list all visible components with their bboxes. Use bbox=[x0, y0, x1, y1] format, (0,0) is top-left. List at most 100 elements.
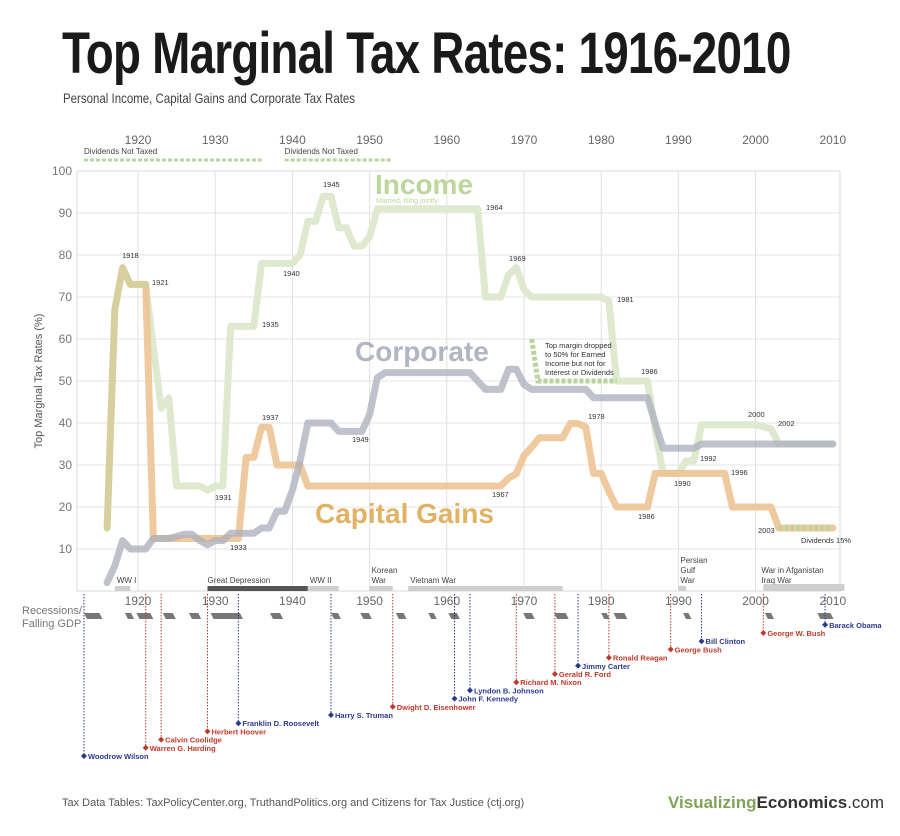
annotation-label: 1990 bbox=[674, 479, 691, 488]
x-tick-label-bottom: 1940 bbox=[279, 594, 306, 608]
y-tick-label: 80 bbox=[59, 248, 73, 262]
president-label: Woodrow Wilson bbox=[88, 752, 149, 761]
x-tick-label-top: 1950 bbox=[356, 133, 383, 147]
margin-note-line: Interest or Dividends bbox=[545, 368, 614, 377]
president-label: Warren G. Harding bbox=[150, 744, 216, 753]
annotation-label: 1981 bbox=[617, 295, 634, 304]
president-label: Herbert Hoover bbox=[211, 727, 266, 736]
president-label: Ronald Reagan bbox=[613, 654, 668, 663]
president-diamond-icon bbox=[158, 736, 165, 743]
series-label-corporate: Corporate bbox=[355, 336, 489, 367]
y-tick-label: 90 bbox=[59, 206, 73, 220]
annotation-label: 1986 bbox=[641, 367, 658, 376]
president-diamond-icon bbox=[605, 654, 612, 661]
recession-marker bbox=[523, 613, 535, 619]
capital-gains-line bbox=[142, 280, 837, 542]
recession-marker bbox=[395, 613, 407, 619]
war-period-bar bbox=[307, 586, 339, 591]
war-period-label: War bbox=[680, 576, 695, 585]
president-diamond-icon bbox=[575, 662, 582, 669]
annotation-label: 1921 bbox=[152, 278, 169, 287]
y-tick-label: 70 bbox=[59, 290, 73, 304]
brand-part-3: .com bbox=[847, 793, 885, 812]
brand-part-1: Visualizing bbox=[668, 793, 757, 812]
annotation-label: 1992 bbox=[700, 454, 717, 463]
x-tick-label-bottom: 1980 bbox=[588, 594, 615, 608]
president-label: Barack Obama bbox=[829, 621, 882, 630]
president-label: Dwight D. Eisenhower bbox=[397, 703, 476, 712]
annotation-label: Dividends 15% bbox=[801, 536, 851, 545]
president-label: Gerald R. Ford bbox=[559, 670, 612, 679]
war-period-label: Korean bbox=[372, 566, 398, 575]
page-subtitle: Personal Income, Capital Gains and Corpo… bbox=[63, 90, 356, 106]
annotation-label: 1964 bbox=[486, 203, 503, 212]
president-diamond-icon bbox=[204, 728, 211, 735]
income-capital-gains-overlap-line bbox=[103, 264, 150, 532]
x-tick-label-top: 1970 bbox=[511, 133, 538, 147]
series-label-income: Income bbox=[375, 169, 473, 200]
war-period-label: WW I bbox=[117, 576, 137, 585]
president-diamond-icon bbox=[513, 679, 520, 686]
president-diamond-icon bbox=[760, 630, 767, 636]
president-label: Richard M. Nixon bbox=[520, 678, 582, 687]
annotation-label: 1945 bbox=[323, 180, 340, 189]
war-period-label: Iraq War bbox=[761, 576, 792, 585]
recession-marker bbox=[613, 613, 628, 619]
page-title: Top Marginal Tax Rates: 1916-2010 bbox=[62, 21, 791, 86]
dividends-not-taxed-label: Dividends Not Taxed bbox=[285, 147, 358, 156]
annotation-label: 2003 bbox=[758, 526, 775, 535]
annotation-label: 2002 bbox=[778, 419, 795, 428]
y-tick-label: 10 bbox=[59, 542, 73, 556]
x-tick-label-bottom: 1930 bbox=[202, 594, 229, 608]
president-label: George Bush bbox=[675, 645, 723, 654]
recession-marker bbox=[124, 613, 135, 619]
annotation-label: 2000 bbox=[748, 410, 765, 419]
president-diamond-icon bbox=[235, 720, 242, 727]
annotation-label: 1949 bbox=[352, 435, 369, 444]
x-tick-label-top: 1980 bbox=[588, 133, 615, 147]
recession-marker bbox=[188, 613, 202, 619]
y-tick-label: 60 bbox=[59, 332, 73, 346]
x-tick-label-top: 1940 bbox=[279, 133, 306, 147]
war-period-label: Persian bbox=[680, 556, 707, 565]
president-label: John F. Kennedy bbox=[459, 695, 519, 704]
annotation-label: 1935 bbox=[262, 320, 279, 329]
y-tick-label: 50 bbox=[59, 374, 73, 388]
recessions-label: Recessions/ bbox=[22, 605, 83, 617]
recession-marker bbox=[601, 613, 610, 619]
recession-marker bbox=[683, 613, 692, 619]
president-diamond-icon bbox=[451, 695, 458, 702]
war-period-label: War in Afganistan bbox=[761, 566, 823, 575]
war-period-bar bbox=[408, 586, 563, 591]
war-period-bar bbox=[207, 586, 308, 591]
president-diamond-icon bbox=[667, 646, 674, 653]
president-label: George W. Bush bbox=[767, 629, 825, 638]
recessions-label: Falling GDP bbox=[22, 618, 81, 630]
x-tick-label-bottom: 1920 bbox=[125, 594, 152, 608]
data-source-note: Tax Data Tables: TaxPolicyCenter.org, Tr… bbox=[62, 797, 525, 809]
brand-part-2: Economics bbox=[756, 793, 848, 812]
series-label-capital-gains: Capital Gains bbox=[315, 498, 494, 529]
war-period-label: Gulf bbox=[680, 566, 695, 575]
president-label: Lyndon B. Johnson bbox=[474, 686, 544, 695]
x-tick-label-bottom: 2000 bbox=[742, 594, 769, 608]
annotation-label: 1918 bbox=[122, 251, 139, 260]
x-tick-label-top: 1920 bbox=[125, 133, 152, 147]
dividends-not-taxed-label: Dividends Not Taxed bbox=[84, 147, 157, 156]
income-line bbox=[142, 192, 837, 494]
margin-note-line: Income but not for bbox=[545, 359, 606, 368]
war-period-bar bbox=[678, 586, 687, 591]
recession-marker bbox=[331, 613, 341, 619]
earned-income-dashed-line bbox=[529, 338, 617, 384]
recession-marker bbox=[162, 613, 176, 619]
war-period-label: WW II bbox=[310, 576, 332, 585]
annotation-label: 1940 bbox=[283, 269, 300, 278]
y-axis-label: Top Marginal Tax Rates (%) bbox=[33, 314, 45, 449]
president-label: Jimmy Carter bbox=[582, 662, 630, 671]
series-note-income: Married, filing jointly bbox=[376, 198, 438, 205]
president-diamond-icon bbox=[822, 621, 829, 628]
x-tick-label-top: 1930 bbox=[202, 133, 229, 147]
president-diamond-icon bbox=[466, 687, 473, 694]
annotation-label: 1933 bbox=[230, 543, 247, 552]
